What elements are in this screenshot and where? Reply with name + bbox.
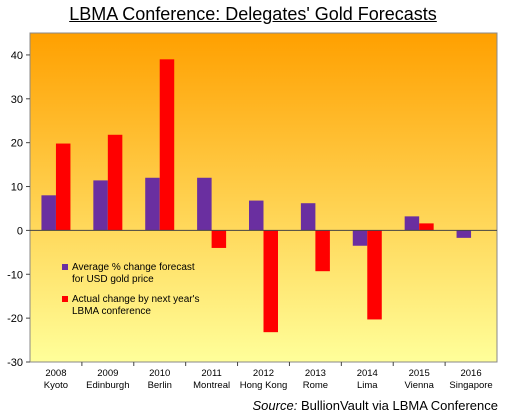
x-label-year: 2010 xyxy=(149,368,170,379)
bar-actual-2012 xyxy=(263,230,278,333)
x-label-city: Hong Kong xyxy=(240,380,288,391)
x-label-city: Rome xyxy=(303,380,328,391)
bar-forecast-2011 xyxy=(197,177,212,231)
legend-swatch-actual xyxy=(62,296,68,302)
legend-label-forecast: Average % change forecast xyxy=(72,262,195,273)
x-label-year: 2009 xyxy=(97,368,118,379)
bar-actual-2011 xyxy=(211,230,227,248)
y-tick-label: -10 xyxy=(7,269,23,281)
bar-forecast-2010 xyxy=(145,177,160,231)
bars-layer xyxy=(41,59,472,333)
x-label-city: Montreal xyxy=(193,380,230,391)
y-tick-label: -30 xyxy=(7,357,23,369)
bar-forecast-2008 xyxy=(41,195,56,231)
y-tick-label: 0 xyxy=(17,225,23,237)
legend-swatch-forecast xyxy=(62,264,68,270)
x-label-city: Vienna xyxy=(404,380,434,391)
bar-actual-2009 xyxy=(107,134,123,231)
source-text: BullionVault via LBMA Conference xyxy=(300,398,498,413)
source-label: Source: xyxy=(252,398,298,413)
bar-forecast-2016 xyxy=(456,230,472,238)
bar-actual-2015 xyxy=(419,223,434,231)
bar-forecast-2015 xyxy=(404,216,420,231)
y-tick-label: 10 xyxy=(11,182,23,194)
x-label-year: 2014 xyxy=(357,368,378,379)
x-label-year: 2013 xyxy=(305,368,326,379)
bar-actual-2010 xyxy=(159,59,175,231)
x-label-city: Singapore xyxy=(449,380,492,391)
y-tick-label: 40 xyxy=(11,50,23,62)
x-label-year: 2008 xyxy=(45,368,66,379)
legend-label-forecast: for USD gold price xyxy=(72,274,154,285)
bar-forecast-2014 xyxy=(352,230,368,246)
y-tick-label: 30 xyxy=(11,94,23,106)
x-label-year: 2012 xyxy=(253,368,274,379)
bar-actual-2014 xyxy=(367,230,382,320)
bar-actual-2008 xyxy=(55,143,71,231)
x-label-year: 2016 xyxy=(460,368,481,379)
bar-forecast-2012 xyxy=(249,200,264,231)
x-label-year: 2011 xyxy=(201,368,221,379)
y-tick-label: -20 xyxy=(7,313,23,325)
x-label-year: 2015 xyxy=(409,368,430,379)
x-label-city: Berlin xyxy=(148,380,172,391)
legend-label-actual: Actual change by next year's xyxy=(72,294,200,305)
bar-forecast-2013 xyxy=(300,203,316,231)
legend-label-actual: LBMA conference xyxy=(72,306,151,317)
y-tick-label: 20 xyxy=(11,138,23,150)
x-label-city: Lima xyxy=(357,380,378,391)
x-label-city: Kyoto xyxy=(44,380,68,391)
bar-actual-2013 xyxy=(315,230,330,272)
x-label-city: Edinburgh xyxy=(86,380,129,391)
bar-forecast-2009 xyxy=(93,180,108,231)
chart-title: LBMA Conference: Delegates' Gold Forecas… xyxy=(69,4,437,24)
source-note: Source: BullionVault via LBMA Conference xyxy=(253,398,498,413)
